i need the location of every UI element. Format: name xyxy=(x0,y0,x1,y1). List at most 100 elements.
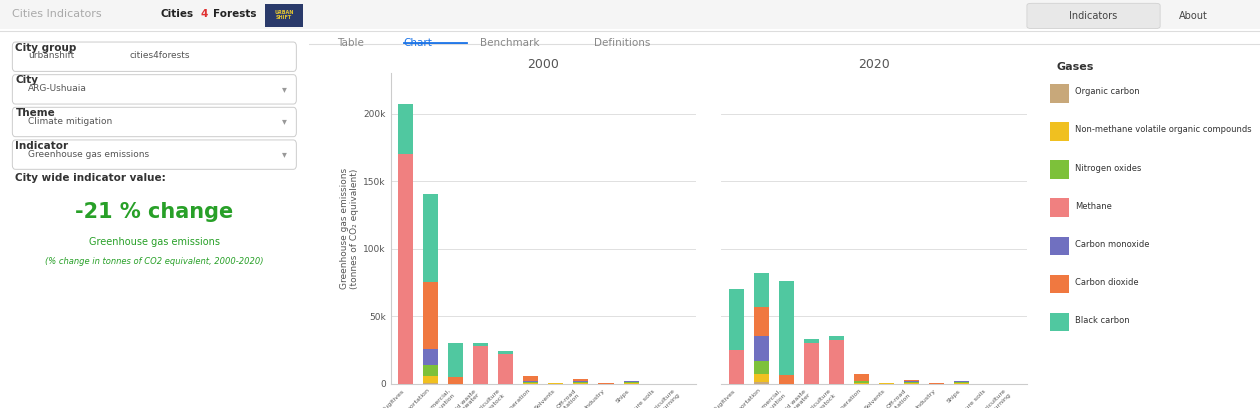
Bar xyxy=(523,381,538,382)
FancyBboxPatch shape xyxy=(266,4,302,27)
FancyBboxPatch shape xyxy=(0,0,309,29)
Bar xyxy=(728,350,743,384)
Bar xyxy=(854,381,869,383)
Title: 2000: 2000 xyxy=(528,58,559,71)
Text: urbanshift: urbanshift xyxy=(28,51,74,60)
Text: City: City xyxy=(15,75,39,86)
FancyBboxPatch shape xyxy=(309,0,1260,29)
Text: Black carbon: Black carbon xyxy=(1075,316,1129,325)
Text: -21 % change: -21 % change xyxy=(76,202,233,222)
Bar xyxy=(879,383,895,384)
Bar xyxy=(398,104,413,154)
Text: Indicators: Indicators xyxy=(1070,11,1118,20)
Bar xyxy=(753,382,769,384)
Bar xyxy=(498,351,513,354)
FancyBboxPatch shape xyxy=(13,140,296,169)
Bar xyxy=(804,339,819,343)
FancyBboxPatch shape xyxy=(13,75,296,104)
Bar xyxy=(573,381,588,382)
Bar xyxy=(753,273,769,307)
Text: cities4forests: cities4forests xyxy=(130,51,190,60)
Bar xyxy=(523,383,538,384)
Bar xyxy=(624,383,639,384)
Bar xyxy=(829,336,844,340)
Text: Theme: Theme xyxy=(15,108,55,118)
Bar xyxy=(573,382,588,383)
Bar xyxy=(905,383,920,384)
Bar xyxy=(474,346,489,384)
FancyBboxPatch shape xyxy=(1050,122,1068,141)
FancyBboxPatch shape xyxy=(13,42,296,71)
Text: 4: 4 xyxy=(200,9,208,19)
Y-axis label: Greenhouse gas emissions
(tonnes of CO₂ equivalent): Greenhouse gas emissions (tonnes of CO₂ … xyxy=(340,168,359,289)
Bar xyxy=(523,382,538,383)
Bar xyxy=(423,365,438,376)
Text: Nitrogen oxides: Nitrogen oxides xyxy=(1075,164,1142,173)
FancyBboxPatch shape xyxy=(1050,84,1068,103)
Bar xyxy=(779,375,794,384)
Text: Methane: Methane xyxy=(1075,202,1111,211)
Bar xyxy=(829,340,844,384)
FancyBboxPatch shape xyxy=(1050,275,1068,293)
Text: Climate mitigation: Climate mitigation xyxy=(28,117,112,126)
Bar xyxy=(905,382,920,383)
FancyBboxPatch shape xyxy=(1050,313,1068,331)
Text: About: About xyxy=(1179,11,1208,20)
Text: Gases: Gases xyxy=(1056,62,1094,72)
FancyBboxPatch shape xyxy=(1050,237,1068,255)
Bar xyxy=(523,376,538,381)
Bar xyxy=(954,383,969,384)
Text: Greenhouse gas emissions: Greenhouse gas emissions xyxy=(28,150,149,159)
Bar xyxy=(573,379,588,381)
Bar xyxy=(779,281,794,375)
Bar xyxy=(905,380,920,381)
Bar xyxy=(449,343,464,377)
Bar xyxy=(398,154,413,384)
Text: Organic carbon: Organic carbon xyxy=(1075,87,1139,96)
Bar xyxy=(474,343,489,346)
Bar xyxy=(548,383,563,384)
Text: Cities: Cities xyxy=(160,9,194,19)
FancyBboxPatch shape xyxy=(1027,3,1160,29)
Text: Cities Indicators: Cities Indicators xyxy=(13,9,102,19)
Text: (% change in tonnes of CO2 equivalent, 2000-2020): (% change in tonnes of CO2 equivalent, 2… xyxy=(45,257,263,266)
Text: Non-methane volatile organic compounds: Non-methane volatile organic compounds xyxy=(1075,125,1251,135)
Bar xyxy=(423,383,438,384)
Bar xyxy=(753,374,769,382)
Text: ARG-Ushuaia: ARG-Ushuaia xyxy=(28,84,87,93)
Title: 2020: 2020 xyxy=(858,58,890,71)
FancyBboxPatch shape xyxy=(1050,160,1068,179)
Text: Definitions: Definitions xyxy=(593,38,650,48)
Text: Carbon monoxide: Carbon monoxide xyxy=(1075,240,1149,249)
Bar xyxy=(498,354,513,384)
Text: Table: Table xyxy=(338,38,364,48)
Text: City group: City group xyxy=(15,43,77,53)
Bar xyxy=(854,383,869,384)
Bar xyxy=(423,376,438,383)
Text: ▾: ▾ xyxy=(281,84,286,94)
Text: City wide indicator value:: City wide indicator value: xyxy=(15,173,166,184)
Bar xyxy=(423,194,438,282)
Bar xyxy=(449,377,464,384)
Bar xyxy=(753,361,769,374)
Bar xyxy=(624,382,639,383)
Text: URBAN
SHIFT: URBAN SHIFT xyxy=(275,10,294,20)
Bar xyxy=(804,343,819,384)
FancyBboxPatch shape xyxy=(1050,198,1068,217)
Text: ▾: ▾ xyxy=(281,117,286,126)
Text: Carbon dioxide: Carbon dioxide xyxy=(1075,278,1139,287)
Bar xyxy=(753,336,769,361)
Bar xyxy=(753,307,769,336)
Text: ▾: ▾ xyxy=(281,149,286,159)
Bar xyxy=(423,282,438,349)
Bar xyxy=(573,383,588,384)
Bar xyxy=(905,381,920,382)
Text: Indicator: Indicator xyxy=(15,141,68,151)
Text: Benchmark: Benchmark xyxy=(480,38,539,48)
Text: Forests: Forests xyxy=(213,9,257,19)
Bar xyxy=(954,381,969,382)
Bar xyxy=(728,289,743,350)
Bar xyxy=(854,374,869,381)
FancyBboxPatch shape xyxy=(13,107,296,137)
Bar xyxy=(954,382,969,383)
